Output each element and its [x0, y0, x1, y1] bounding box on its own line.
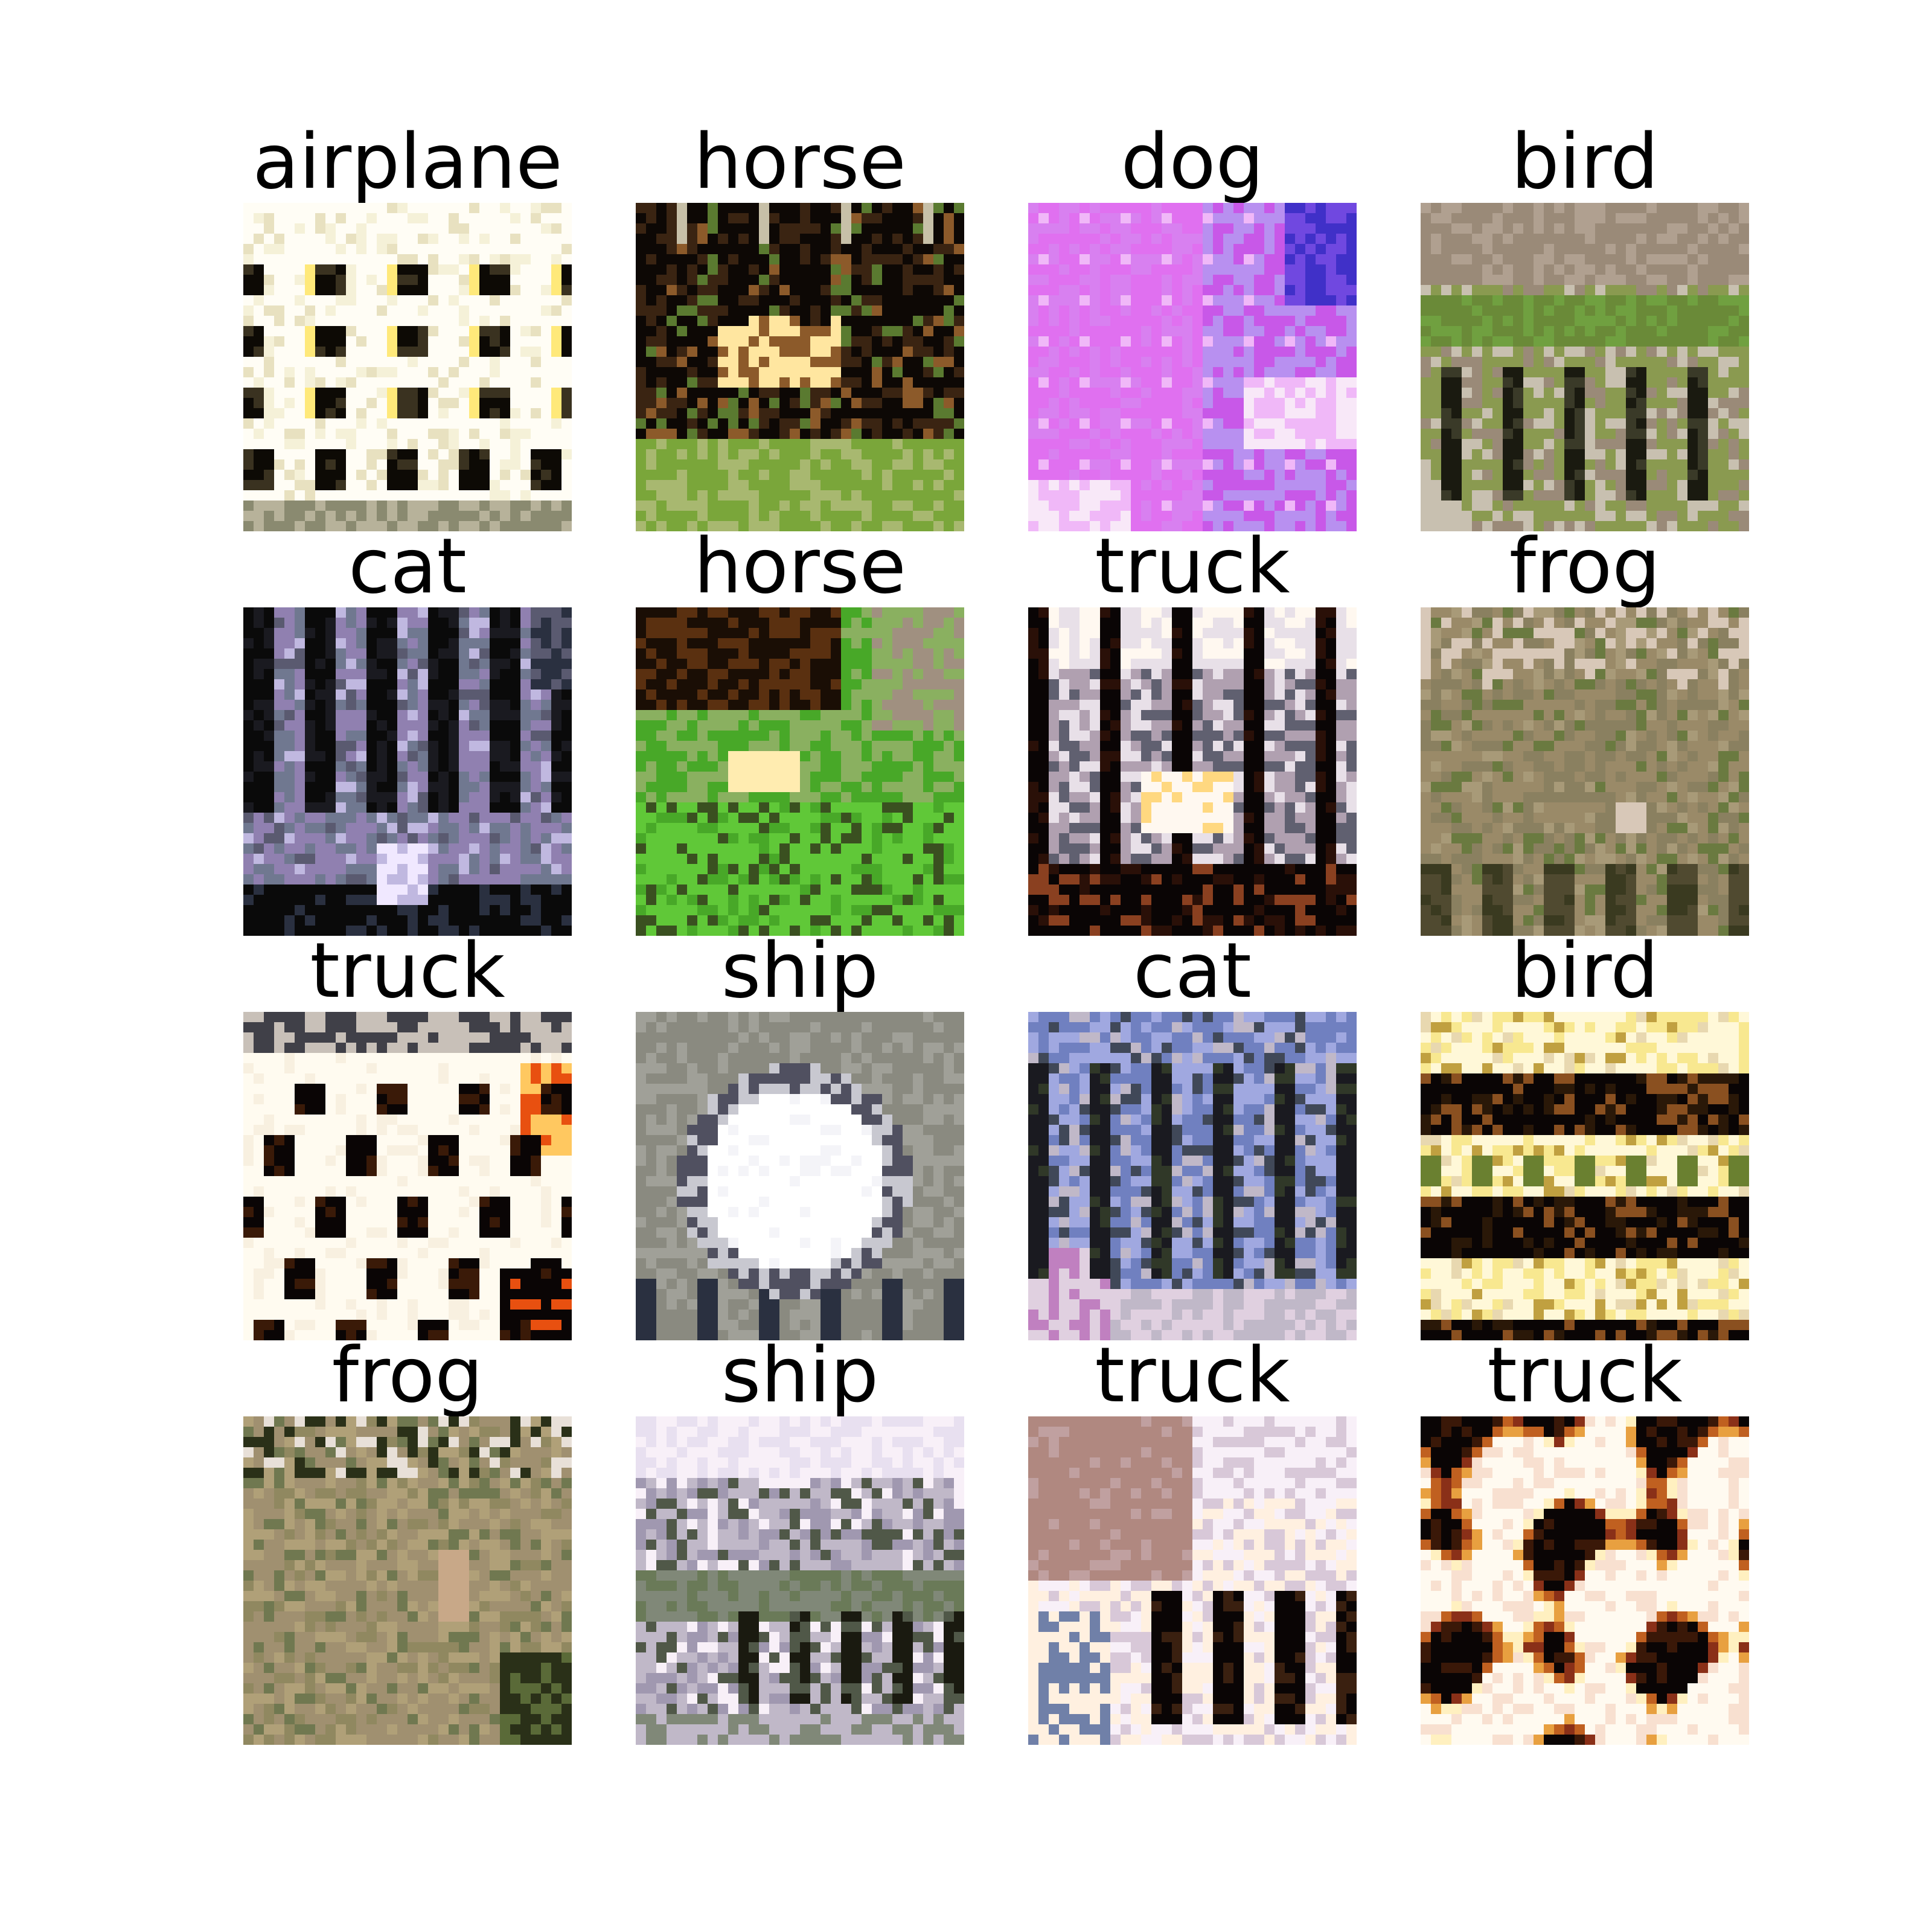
generated-sample-image: [1421, 1012, 1749, 1340]
sample-pixels: [1421, 1012, 1749, 1340]
sample-label: cat: [1133, 926, 1252, 1015]
sample-label: truck: [1487, 1331, 1683, 1419]
sample-label: horse: [694, 522, 906, 610]
generated-sample-image: [636, 1416, 964, 1745]
sample-label: frog: [331, 1331, 484, 1419]
generated-sample-image: [243, 1012, 572, 1340]
sample-label: ship: [721, 1331, 879, 1419]
generated-sample-image: [243, 607, 572, 936]
generated-sample-image: [1421, 203, 1749, 531]
sample-label: truck: [310, 926, 505, 1015]
sample-pixels: [1028, 1012, 1357, 1340]
generated-sample-image: [1028, 1012, 1357, 1340]
sample-pixels: [1028, 607, 1357, 936]
sample-label: airplane: [252, 117, 563, 206]
generated-sample-image: [243, 1416, 572, 1745]
sample-pixels: [636, 1012, 964, 1340]
sample-pixels: [243, 1416, 572, 1745]
sample-pixels: [1028, 1416, 1357, 1745]
sample-label: truck: [1095, 1331, 1290, 1419]
sample-label: ship: [721, 926, 879, 1015]
sample-pixels: [1421, 1416, 1749, 1745]
generated-sample-image: [1421, 607, 1749, 936]
generated-sample-image: [636, 1012, 964, 1340]
sample-label: dog: [1121, 117, 1264, 206]
sample-label: cat: [348, 522, 467, 610]
sample-pixels: [243, 1012, 572, 1340]
sample-label: truck: [1095, 522, 1290, 610]
sample-pixels: [1421, 607, 1749, 936]
sample-pixels: [636, 1416, 964, 1745]
generated-sample-image: [636, 203, 964, 531]
generated-sample-image: [1028, 1416, 1357, 1745]
sample-pixels: [1028, 203, 1357, 531]
sample-label: bird: [1511, 926, 1659, 1015]
generated-sample-image: [1028, 203, 1357, 531]
generated-sample-image: [1028, 607, 1357, 936]
generated-sample-image: [243, 203, 572, 531]
sample-pixels: [243, 607, 572, 936]
sample-label: frog: [1509, 522, 1661, 610]
sample-pixels: [636, 203, 964, 531]
sample-pixels: [1421, 203, 1749, 531]
sample-pixels: [243, 203, 572, 531]
sample-pixels: [636, 607, 964, 936]
sample-label: bird: [1511, 117, 1659, 206]
sample-label: horse: [694, 117, 906, 206]
generated-sample-image: [636, 607, 964, 936]
generated-sample-image: [1421, 1416, 1749, 1745]
